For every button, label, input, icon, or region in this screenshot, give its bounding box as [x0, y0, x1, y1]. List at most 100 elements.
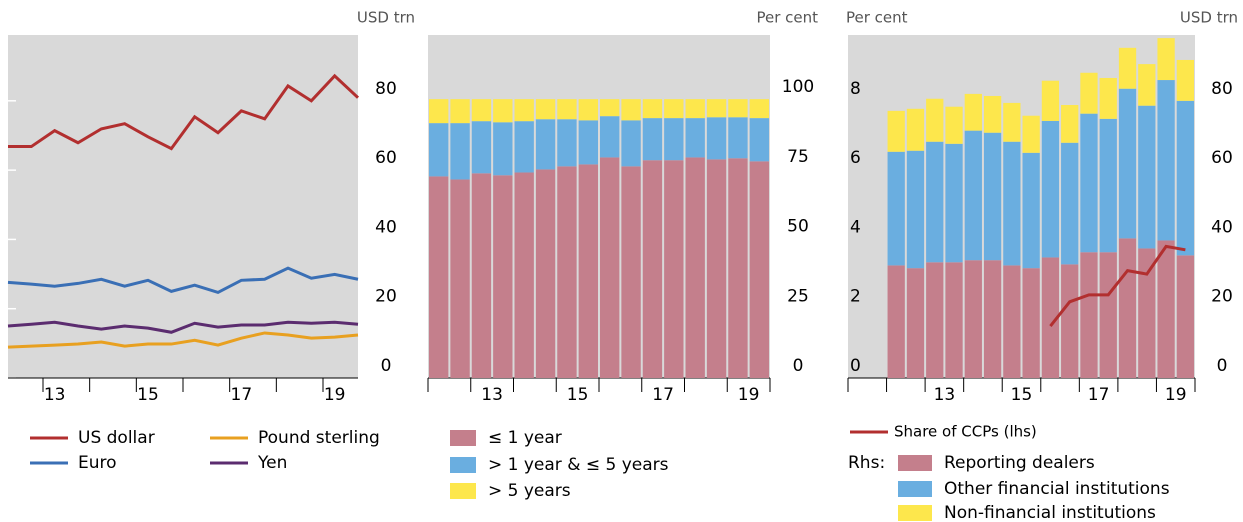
bar: [471, 99, 492, 122]
bar: [1080, 113, 1098, 253]
bar: [685, 157, 705, 378]
bar: [906, 268, 925, 378]
y2-tick-label: 60: [1211, 148, 1233, 168]
x-tick-label: 17: [1088, 385, 1110, 405]
bar: [1022, 152, 1040, 269]
bar: [1157, 240, 1175, 378]
y-tick-label: 75: [787, 147, 809, 167]
bar: [1099, 118, 1117, 253]
x-tick-label: 15: [137, 385, 159, 405]
line: [8, 73, 360, 151]
legend-swatch: [450, 430, 476, 446]
x-tick-label: 13: [481, 385, 503, 405]
y-tick-label: 0: [850, 356, 861, 376]
legend-swatch: [898, 481, 932, 497]
legend-swatch: [898, 505, 932, 521]
y2-tick-label: 40: [1211, 217, 1233, 237]
bar: [1099, 252, 1117, 378]
legend-label: Non-financial institutions: [944, 503, 1156, 522]
bar: [642, 99, 663, 119]
y-tick-label: 40: [375, 217, 397, 237]
bar: [728, 117, 748, 159]
bar: [1022, 268, 1040, 378]
bar: [642, 160, 663, 378]
bar: [557, 166, 577, 378]
bar: [1176, 59, 1194, 101]
x-tick-label: 13: [934, 385, 956, 405]
legend-label: Euro: [78, 453, 117, 473]
bar: [1138, 248, 1156, 378]
bar: [450, 179, 470, 378]
bar: [471, 173, 492, 378]
y-tick-label: 100: [782, 77, 814, 97]
y-tick-label: 60: [375, 148, 397, 168]
y2-axis-unit: USD trn: [1180, 9, 1238, 27]
legend-label: Reporting dealers: [944, 453, 1095, 473]
y-tick-label: 4: [850, 217, 861, 237]
bar: [1003, 102, 1021, 142]
bar: [906, 150, 925, 269]
y-tick-label: 6: [850, 148, 861, 168]
x-tick-label: 15: [1011, 385, 1033, 405]
bar: [1003, 141, 1021, 266]
bar: [728, 158, 748, 378]
bar: [945, 262, 963, 378]
legend-label: US dollar: [78, 428, 155, 448]
bar: [450, 99, 470, 124]
bar: [1061, 142, 1079, 265]
bar: [1099, 77, 1117, 119]
bar: [642, 118, 663, 161]
bar: [1061, 264, 1079, 378]
bar: [983, 132, 1002, 261]
bar: [514, 121, 534, 173]
bar: [1157, 38, 1175, 81]
bar: [450, 123, 470, 180]
bar: [749, 161, 769, 378]
bar: [1080, 72, 1098, 114]
bar: [535, 119, 556, 170]
bar: [685, 99, 705, 119]
bar: [621, 166, 641, 378]
y2-tick-label: 0: [1217, 356, 1228, 376]
legend-swatch: [450, 457, 476, 473]
y2-tick-label: 80: [1211, 79, 1233, 99]
line: [7, 266, 359, 295]
x-tick-label: 19: [324, 385, 346, 405]
bar: [600, 99, 620, 117]
bar: [1003, 265, 1021, 378]
x-tick-label: 19: [1165, 385, 1187, 405]
bar: [1176, 100, 1194, 256]
y-tick-label: 2: [850, 287, 861, 307]
legend-title: Rhs:: [848, 453, 885, 473]
bar: [664, 118, 684, 161]
bar: [1022, 115, 1040, 153]
legend-label: > 5 years: [488, 481, 571, 501]
y-tick-label: 8: [850, 79, 861, 99]
bar: [471, 121, 492, 174]
legend-label: > 1 year & ≤ 5 years: [488, 455, 669, 475]
y-tick-label: 25: [787, 286, 809, 306]
bar: [887, 110, 905, 152]
bar: [493, 122, 513, 176]
line: [1049, 244, 1186, 327]
bar: [887, 151, 905, 266]
legend-swatch: [898, 455, 932, 471]
x-tick-label: 19: [738, 385, 760, 405]
bar: [964, 260, 982, 378]
bar: [664, 160, 684, 378]
bar: [557, 99, 577, 120]
legend-label: ≤ 1 year: [488, 428, 562, 448]
bar: [706, 117, 727, 160]
bar: [621, 99, 641, 121]
bar: [1138, 64, 1156, 106]
bar: [926, 262, 944, 378]
bar: [514, 172, 534, 378]
bar: [964, 93, 982, 131]
bar: [1176, 255, 1194, 378]
bar: [706, 99, 727, 118]
legend-label: Share of CCPs (lhs): [894, 423, 1037, 441]
x-tick-label: 13: [44, 385, 66, 405]
y-tick-label: 20: [375, 287, 397, 307]
y-tick-label: 80: [375, 79, 397, 99]
